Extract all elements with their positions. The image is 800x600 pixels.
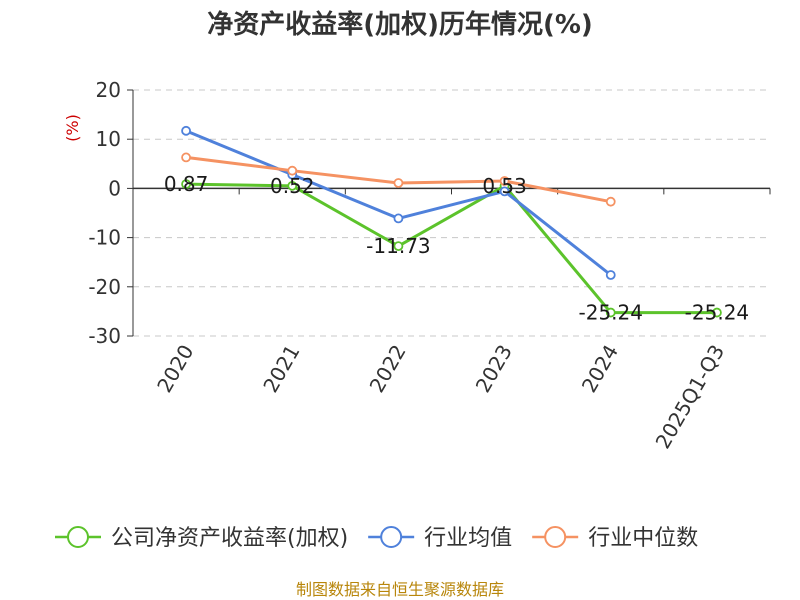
chart-title: 净资产收益率(加权)历年情况(%): [207, 9, 593, 40]
legend-marker: [544, 526, 567, 548]
legend-label: 公司净资产收益率(加权): [111, 526, 348, 551]
data-point-1: [393, 213, 404, 224]
legend-label: 行业中位数: [588, 526, 698, 551]
y-tick-label: -30: [88, 324, 121, 348]
y-tick-label: -10: [88, 226, 121, 250]
data-point-2: [605, 196, 616, 207]
legend: 公司净资产收益率(加权) 行业均值 行业中位数: [55, 526, 698, 551]
legend-marker: [380, 526, 403, 548]
legend-label: 行业均值: [424, 526, 512, 551]
legend-item-1: 行业均值: [368, 526, 512, 551]
x-tick-label: 2023: [471, 341, 517, 397]
data-point-2: [287, 165, 298, 176]
y-tick-label: -20: [88, 275, 121, 299]
data-point-1: [499, 186, 510, 197]
data-point-0: [712, 307, 722, 318]
y-axis-unit-label: (%): [63, 114, 82, 142]
x-tick-label: 2024: [577, 341, 623, 397]
data-point-2: [181, 152, 191, 163]
y-tick-label: 10: [96, 127, 121, 151]
data-label: -25.24: [685, 301, 749, 325]
data-label: 0.53: [482, 174, 527, 198]
x-tick-label: 2021: [258, 341, 304, 397]
legend-item-2: 行业中位数: [532, 526, 698, 551]
legend-marker: [67, 526, 89, 548]
data-label: -25.24: [579, 301, 643, 325]
x-tick-label: 2022: [365, 341, 411, 397]
gridlines: [133, 89, 770, 337]
series-line-0: [186, 182, 717, 315]
data-point-1: [605, 270, 616, 280]
legend-item-0: 公司净资产收益率(加权): [55, 526, 348, 551]
data-label: 0.52: [270, 174, 315, 198]
y-tick-label: 0: [108, 176, 121, 200]
x-tick-label: 2025Q1-Q3: [651, 341, 730, 453]
data-labels: 0.87 0.52 -11.73 0.53 -25.24 -25.24: [164, 172, 749, 324]
data-point-0: [287, 180, 298, 191]
data-point-0: [393, 241, 404, 252]
data-point-0: [605, 307, 616, 318]
data-point-1: [181, 125, 191, 136]
data-point-0: [181, 179, 191, 190]
source-note: 制图数据来自恒生聚源数据库: [296, 580, 504, 599]
y-tick-label: 20: [96, 78, 121, 102]
data-label: -11.73: [366, 234, 430, 258]
series-lines: [181, 125, 722, 318]
data-label: 0.87: [164, 172, 209, 196]
data-point-2: [393, 178, 404, 188]
x-tick-label: 2020: [152, 341, 198, 397]
data-point-2: [499, 176, 510, 186]
